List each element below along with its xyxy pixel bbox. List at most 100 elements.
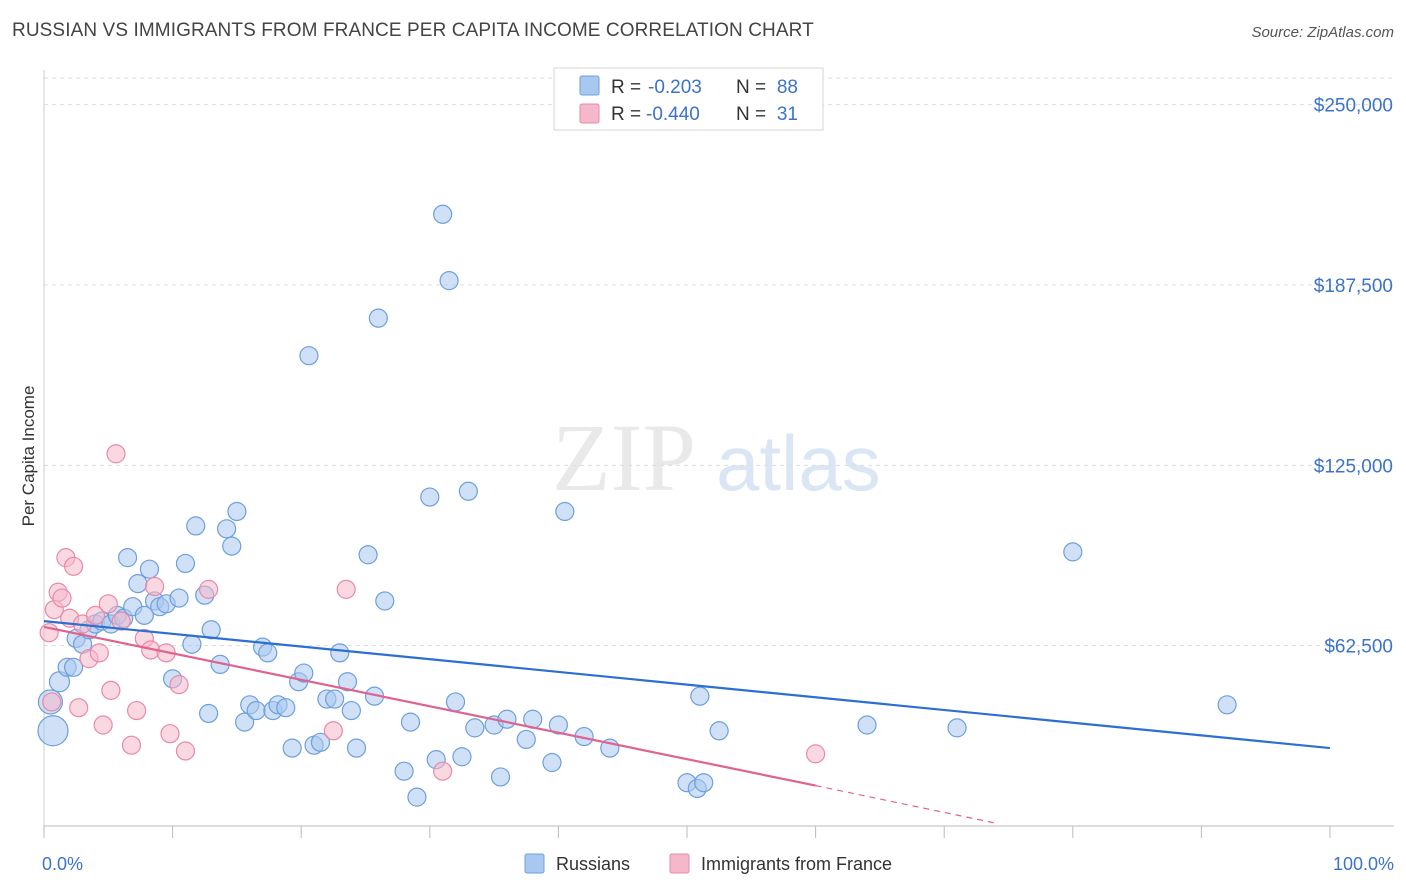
point-france	[69, 698, 89, 718]
point-france	[160, 724, 180, 744]
legend-swatch-russians	[579, 75, 600, 96]
point-russians	[947, 718, 967, 738]
point-france	[144, 576, 165, 597]
x-tick-label-end: 100.0%	[1333, 854, 1394, 874]
x-tick-label-start: 0.0%	[42, 854, 83, 874]
bottom-legend-label-france: Immigrants from France	[701, 854, 892, 874]
point-france	[111, 611, 131, 631]
legend-n-value-france: 31	[777, 104, 798, 125]
point-russians	[128, 574, 148, 594]
point-russians	[222, 536, 242, 556]
point-russians	[490, 767, 511, 787]
point-russians	[235, 712, 255, 732]
point-russians	[175, 553, 196, 574]
point-russians	[310, 732, 331, 752]
bottom-legend-swatch-france	[669, 853, 690, 874]
point-russians	[37, 715, 69, 747]
bottom-legend-label-russians: Russians	[556, 854, 630, 874]
point-russians	[694, 773, 714, 793]
point-russians	[358, 545, 378, 565]
point-russians	[433, 204, 453, 224]
point-russians	[368, 308, 388, 328]
point-russians	[139, 559, 160, 579]
point-russians	[346, 738, 367, 758]
legend-n-label-russians: N =	[736, 77, 766, 98]
point-france	[106, 444, 126, 464]
point-russians	[337, 672, 358, 692]
legend-n-value-russians: 88	[777, 77, 798, 98]
point-france	[101, 680, 121, 700]
top-legend: R = -0.203 N = 88 R = -0.440 N = 31	[553, 67, 824, 131]
point-russians	[400, 712, 421, 732]
legend-n-label-france: N =	[736, 104, 766, 125]
point-russians	[1063, 542, 1083, 562]
y-tick-label: $250,000	[1314, 96, 1393, 117]
point-russians	[299, 346, 319, 366]
point-france	[98, 594, 118, 614]
point-russians	[341, 700, 361, 721]
point-france	[805, 744, 826, 764]
y-tick-label: $125,000	[1314, 456, 1393, 477]
point-russians	[394, 761, 414, 781]
point-russians	[458, 481, 478, 501]
point-russians	[497, 709, 517, 729]
point-russians	[452, 747, 472, 767]
point-france	[93, 715, 113, 735]
point-russians	[117, 548, 138, 568]
point-russians	[548, 715, 569, 735]
bottom-legend-swatch-russians	[524, 853, 545, 874]
watermark-zip: ZIP	[552, 404, 696, 511]
point-france	[175, 741, 196, 761]
point-russians	[182, 634, 202, 654]
point-russians	[555, 501, 575, 522]
data-points	[37, 204, 1237, 807]
point-russians	[169, 588, 189, 608]
point-russians	[445, 692, 466, 712]
trend-lines	[43, 620, 1331, 824]
point-russians	[542, 752, 562, 773]
point-russians	[258, 643, 278, 663]
y-tick-labels: $62,500 $125,000 $187,500 $250,000	[1314, 96, 1393, 658]
point-russians	[330, 643, 350, 663]
point-russians	[420, 487, 440, 507]
point-russians	[201, 620, 221, 640]
point-france	[85, 605, 106, 625]
point-russians	[439, 271, 459, 291]
point-russians	[227, 501, 247, 522]
point-russians	[407, 787, 427, 807]
point-france	[89, 643, 109, 663]
point-russians	[690, 686, 710, 706]
point-russians	[134, 605, 154, 625]
point-russians	[857, 715, 877, 735]
y-tick-label: $62,500	[1324, 637, 1393, 658]
point-france	[39, 623, 59, 643]
y-axis-label: Per Capita Income	[19, 386, 38, 527]
y-tick-label: $187,500	[1314, 276, 1393, 297]
point-france	[52, 588, 72, 608]
point-russians	[294, 663, 314, 683]
point-russians	[325, 689, 345, 709]
legend-r-label-russians: R =	[611, 77, 641, 98]
axes	[43, 70, 1394, 838]
point-france	[336, 579, 356, 599]
point-russians	[375, 591, 395, 611]
point-france	[169, 675, 189, 695]
legend-swatch-france	[579, 103, 600, 124]
point-russians	[199, 703, 219, 724]
point-russians	[709, 721, 729, 741]
point-france	[121, 735, 142, 755]
trend-line-russians	[43, 620, 1331, 750]
point-russians	[1217, 695, 1237, 715]
point-france	[126, 700, 147, 721]
point-france	[199, 579, 219, 599]
legend-r-label-france: R =	[611, 104, 641, 125]
point-russians	[282, 738, 302, 758]
point-russians	[276, 698, 296, 718]
point-russians	[465, 718, 485, 738]
watermark-atlas: atlas	[716, 419, 881, 507]
point-france	[63, 556, 84, 576]
point-france	[433, 761, 453, 781]
trend-line-france-extension	[815, 785, 996, 824]
point-france	[42, 692, 62, 712]
